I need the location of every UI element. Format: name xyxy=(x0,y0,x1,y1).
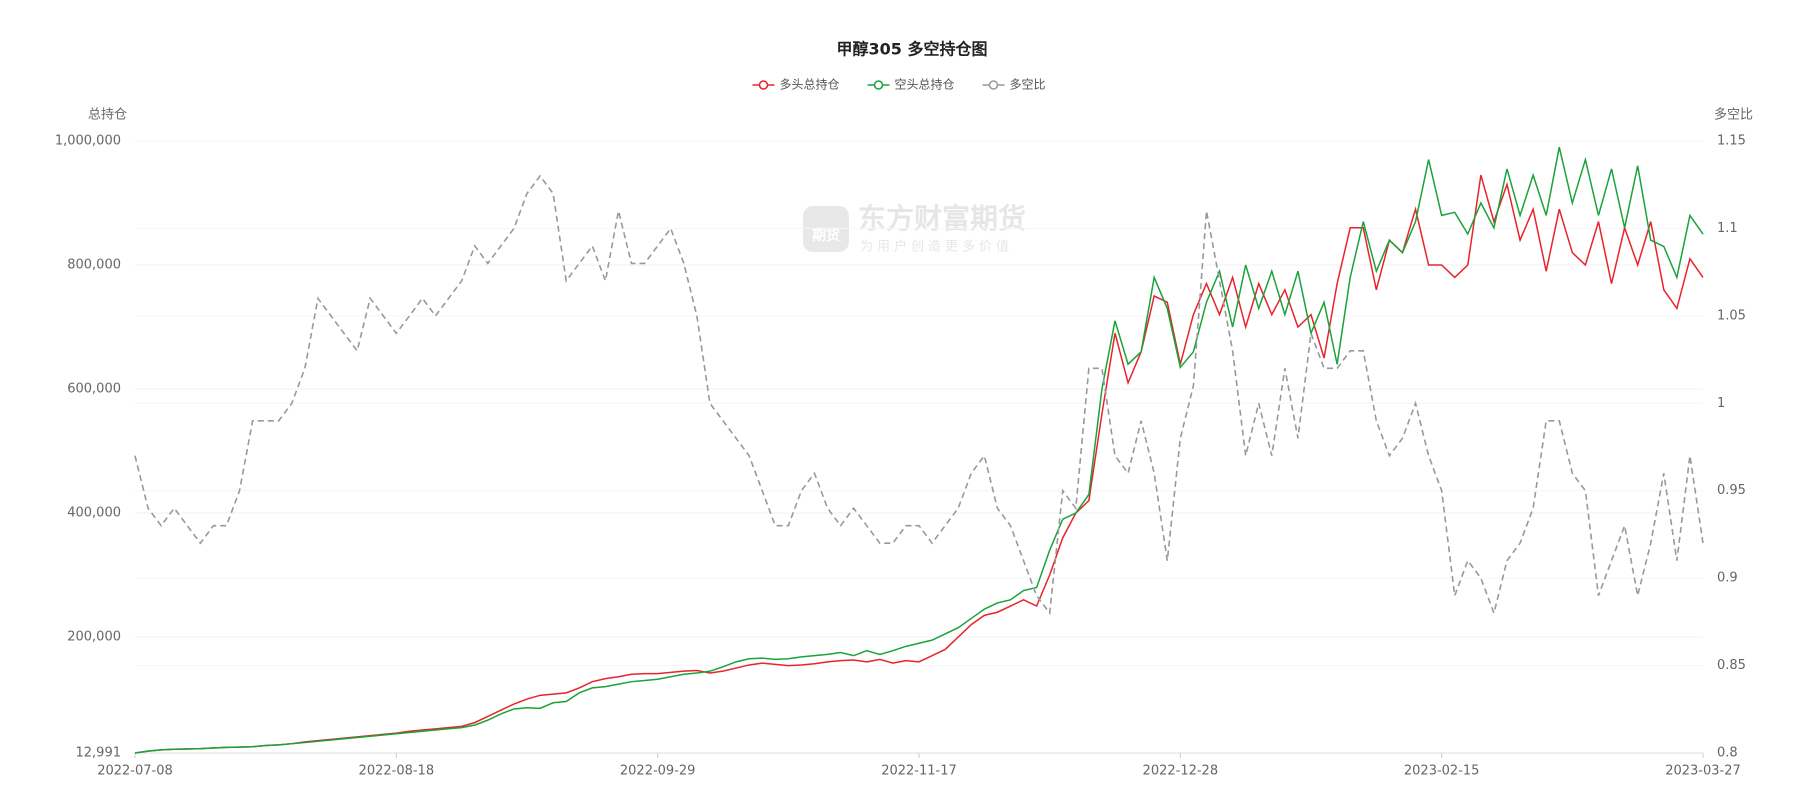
y2-tick-label: 0.8 xyxy=(1717,746,1738,761)
x-tick-label: 2022-11-17 xyxy=(881,764,957,779)
y-tick-label: 400,000 xyxy=(67,506,121,521)
series-line xyxy=(134,174,1704,616)
y2-tick-label: 0.95 xyxy=(1717,483,1746,498)
y2-axis-title: 多空比 xyxy=(1714,107,1753,123)
y-axis-title: 总持仓 xyxy=(88,108,127,123)
legend-marker xyxy=(988,80,999,90)
series-line xyxy=(134,147,1704,754)
x-tick-label: 2022-12-28 xyxy=(1143,764,1219,779)
x-tick-label: 2022-09-29 xyxy=(620,764,696,779)
legend-item: 多空比 xyxy=(982,78,1046,92)
watermark-logo-text: 期货 xyxy=(812,227,840,244)
legend-label: 多空比 xyxy=(1010,78,1046,92)
y-tick-label: 12,991 xyxy=(76,746,122,761)
y-tick-label: 200,000 xyxy=(67,630,121,645)
legend-marker xyxy=(758,80,769,90)
series-line xyxy=(134,174,1704,754)
y-tick-label: 800,000 xyxy=(67,258,121,273)
watermark-logo xyxy=(803,206,849,252)
x-tick-label: 2023-03-27 xyxy=(1665,764,1741,779)
legend-label: 多头总持仓 xyxy=(780,77,840,92)
legend-marker xyxy=(873,80,884,90)
y-tick-label: 600,000 xyxy=(67,382,121,397)
watermark: 期货 东方财富期货 为用户创造更多价值 xyxy=(803,202,1026,255)
x-tick-label: 2022-08-18 xyxy=(359,764,435,779)
watermark-slogan: 为用户创造更多价值 xyxy=(860,239,1013,255)
chart-title: 甲醇305 多空持仓图 xyxy=(837,40,988,59)
watermark-text: 东方财富期货 xyxy=(858,202,1026,235)
x-tick-label: 2022-07-08 xyxy=(97,764,173,779)
y2-tick-label: 0.85 xyxy=(1717,658,1746,673)
legend-label: 空头总持仓 xyxy=(895,77,955,92)
y2-tick-label: 1.1 xyxy=(1717,221,1738,236)
y2-tick-label: 1.05 xyxy=(1717,308,1746,323)
y-tick-label: 1,000,000 xyxy=(55,134,121,149)
y2-tick-label: 1.15 xyxy=(1717,134,1746,149)
y2-tick-label: 0.9 xyxy=(1717,571,1738,586)
legend-item: 空头总持仓 xyxy=(867,77,955,92)
x-tick-label: 2023-02-15 xyxy=(1404,764,1480,779)
y2-tick-label: 1 xyxy=(1717,396,1725,411)
legend-item: 多头总持仓 xyxy=(752,77,840,92)
